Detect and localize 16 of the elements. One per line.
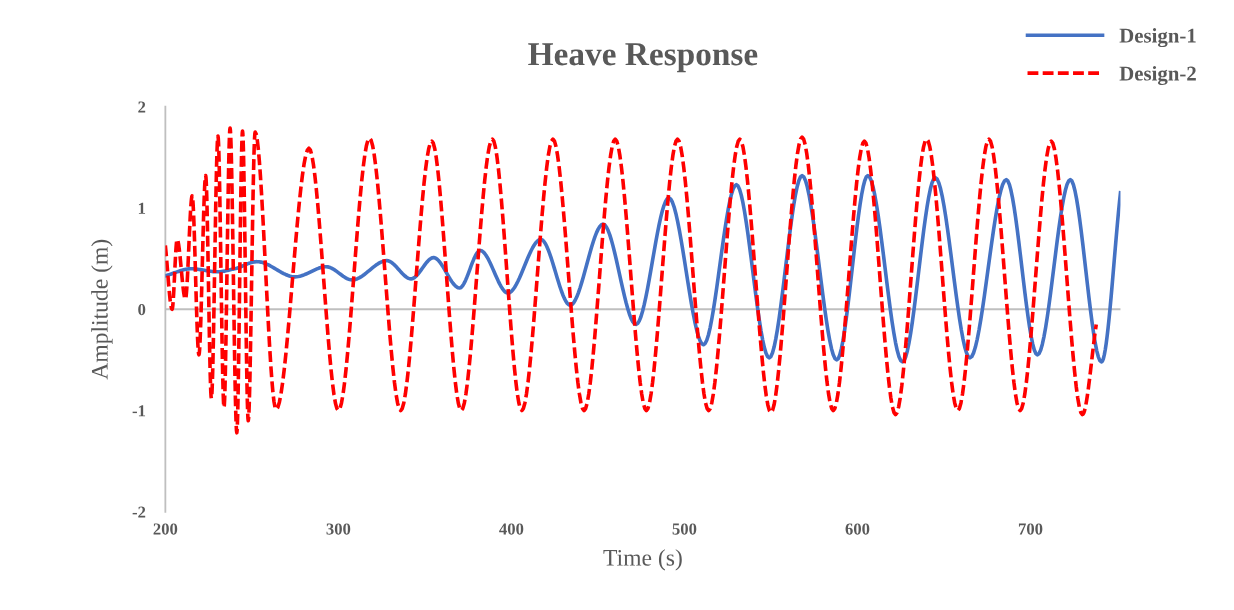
y-tick-label: 2 <box>138 101 146 113</box>
x-tick-label: 600 <box>845 523 870 535</box>
x-axis-title: Time (s) <box>603 549 682 571</box>
legend-label: Design-1 <box>1119 28 1196 48</box>
y-tick-label: 1 <box>138 202 146 214</box>
legend-label: Design-2 <box>1119 65 1196 86</box>
x-tick-label: 300 <box>326 523 351 535</box>
x-tick-label: 500 <box>672 523 697 535</box>
y-tick-label: 0 <box>138 303 146 316</box>
x-tick-label: 700 <box>1018 523 1043 535</box>
x-tick-label: 200 <box>153 523 178 535</box>
chart-title: Heave Response <box>528 43 758 73</box>
y-tick-label: -1 <box>132 405 146 417</box>
x-tick-label: 400 <box>499 523 524 535</box>
y-axis-title: Amplitude (m) <box>91 239 113 380</box>
y-tick-label: -2 <box>132 506 146 518</box>
